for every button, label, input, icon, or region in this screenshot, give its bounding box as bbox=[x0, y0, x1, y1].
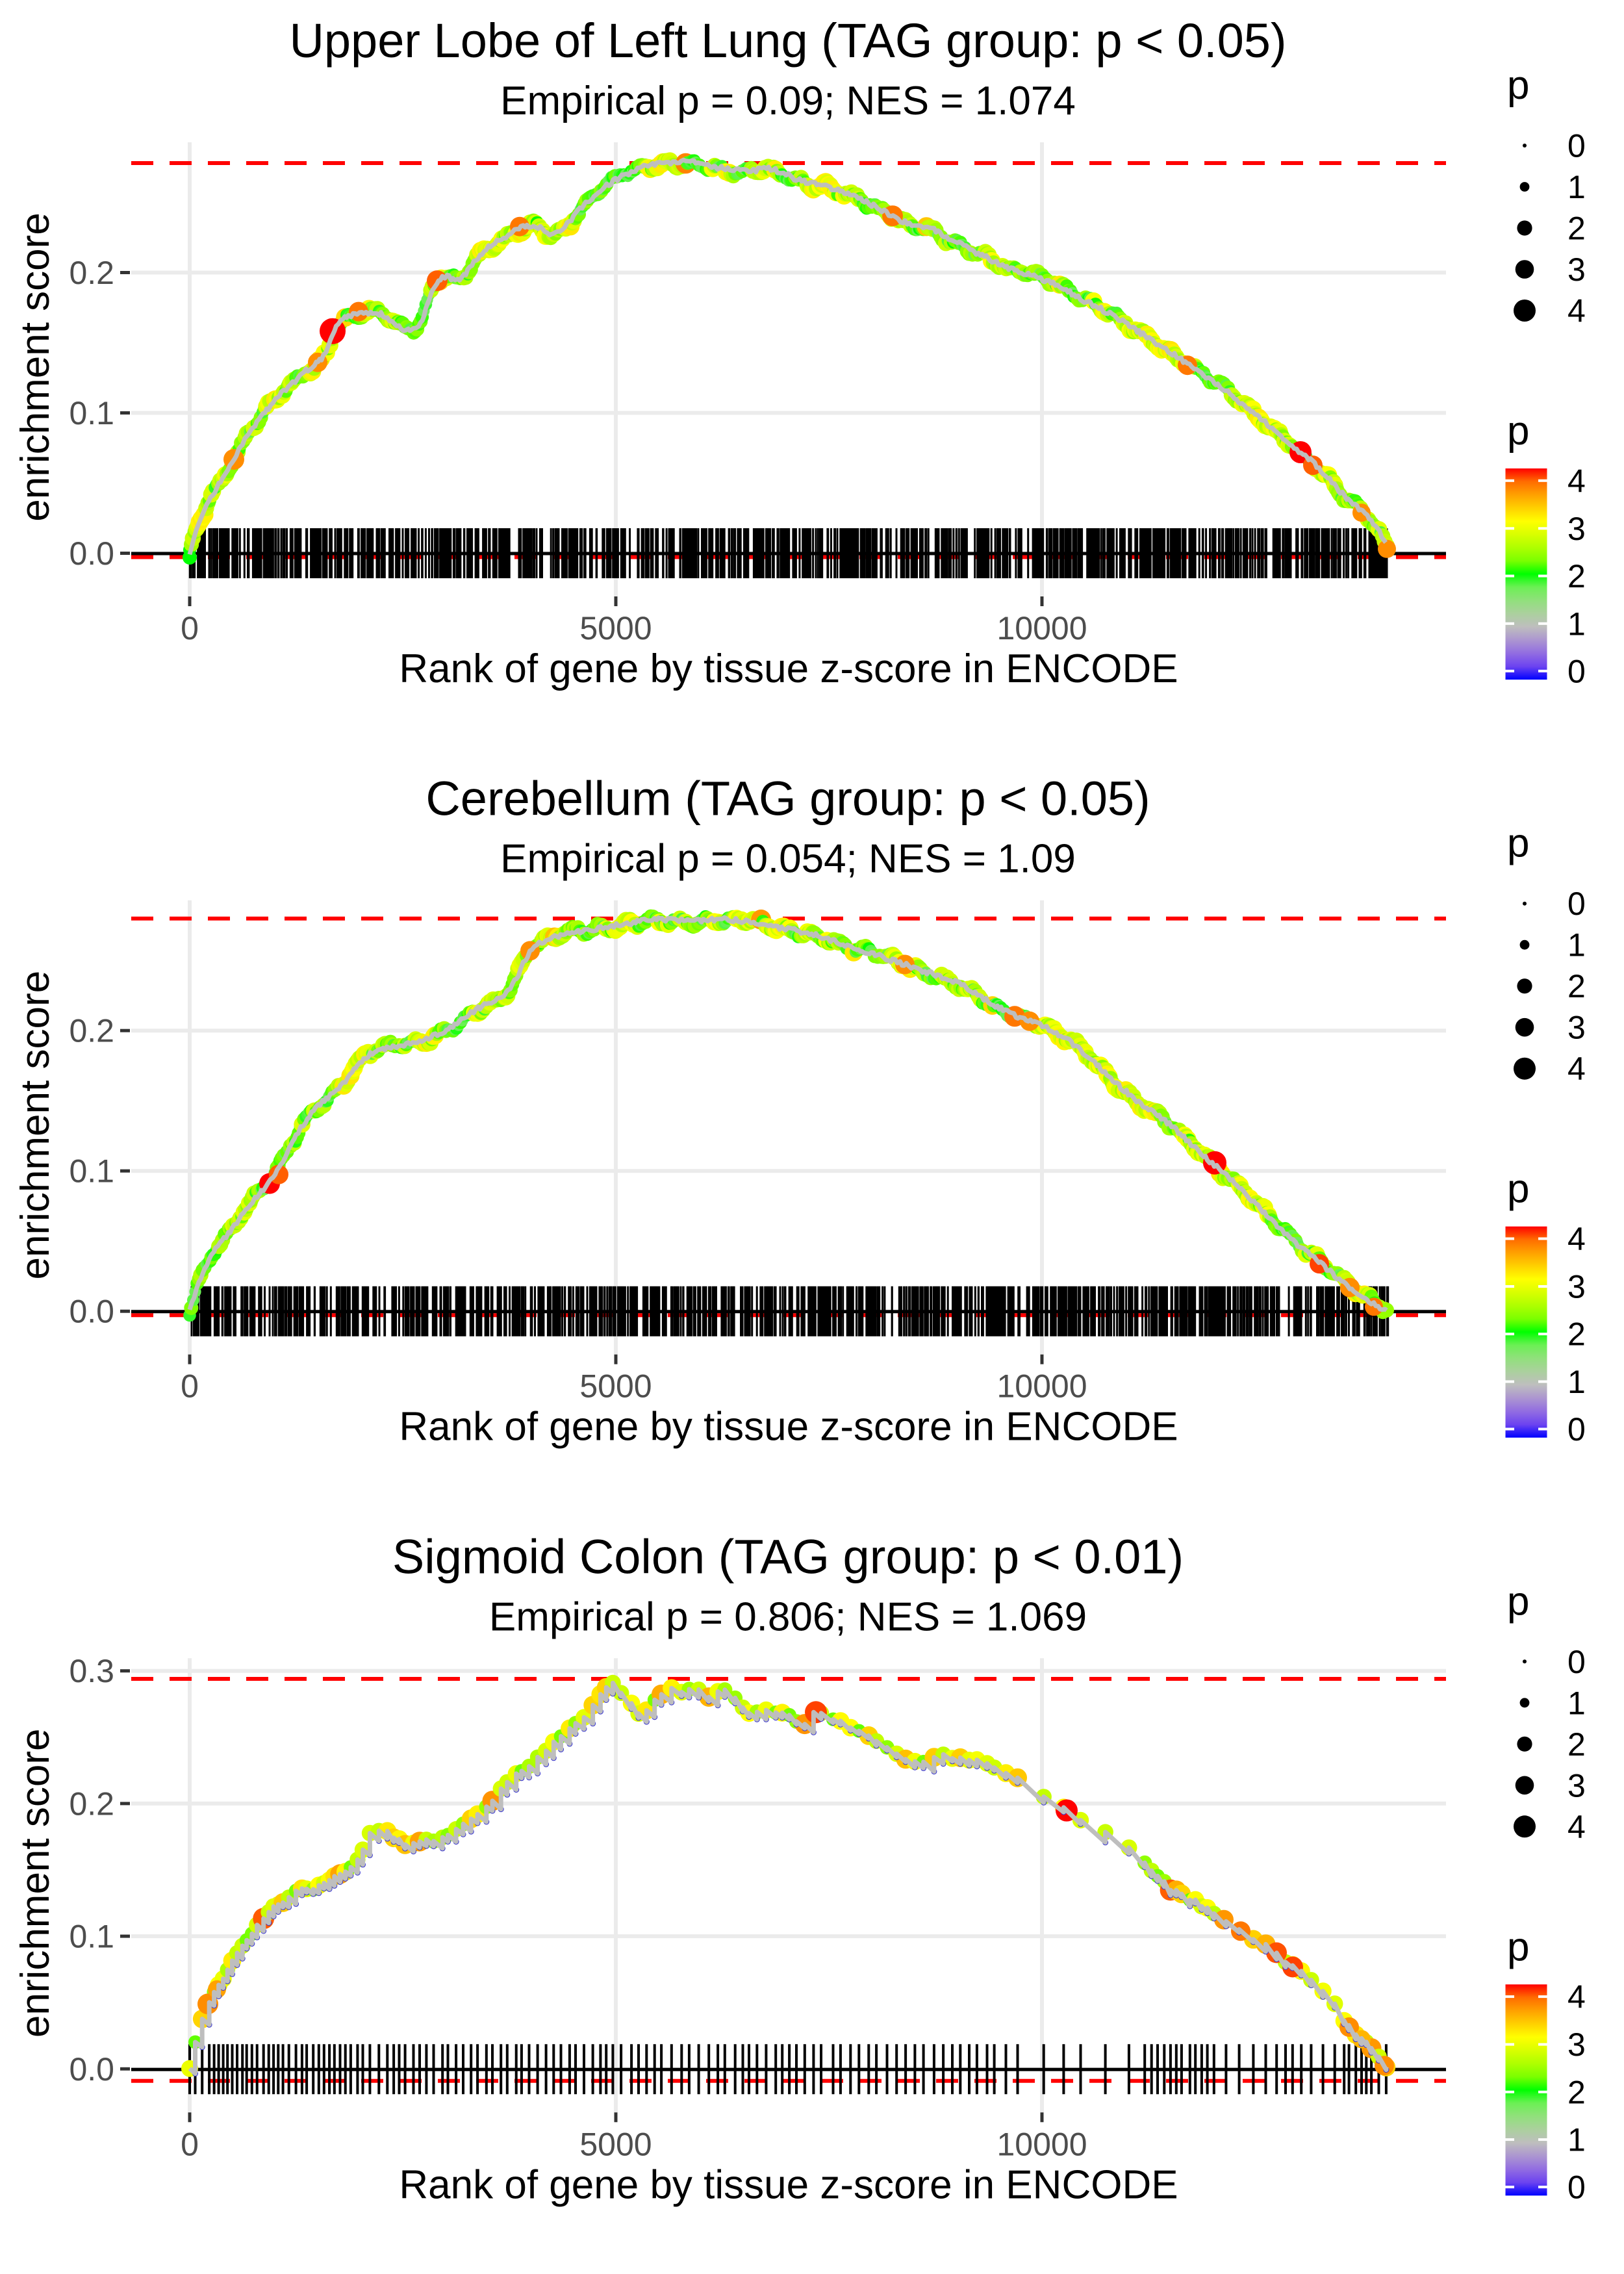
svg-text:0.2: 0.2 bbox=[69, 255, 114, 291]
svg-text:0: 0 bbox=[1567, 128, 1586, 164]
svg-text:2: 2 bbox=[1567, 1726, 1586, 1763]
svg-text:4: 4 bbox=[1567, 1221, 1586, 1257]
svg-text:Rank of gene by tissue z-score: Rank of gene by tissue z-score in ENCODE bbox=[399, 2162, 1178, 2207]
svg-text:p: p bbox=[1507, 1167, 1529, 1212]
svg-text:4: 4 bbox=[1567, 1051, 1586, 1087]
svg-text:Cerebellum (TAG group: p < 0.0: Cerebellum (TAG group: p < 0.05) bbox=[425, 772, 1150, 826]
svg-text:0: 0 bbox=[181, 1368, 199, 1405]
svg-text:0: 0 bbox=[181, 610, 199, 646]
svg-text:0.1: 0.1 bbox=[69, 1153, 114, 1190]
svg-text:4: 4 bbox=[1567, 463, 1586, 499]
svg-text:1: 1 bbox=[1567, 1364, 1586, 1400]
svg-text:0.1: 0.1 bbox=[69, 395, 114, 431]
svg-text:10000: 10000 bbox=[996, 1368, 1087, 1405]
svg-text:2: 2 bbox=[1567, 2074, 1586, 2110]
svg-text:4: 4 bbox=[1567, 1979, 1586, 2015]
svg-text:0: 0 bbox=[1567, 1644, 1586, 1680]
svg-text:3: 3 bbox=[1567, 511, 1586, 547]
svg-text:Empirical p = 0.054; NES = 1.0: Empirical p = 0.054; NES = 1.09 bbox=[500, 837, 1076, 882]
svg-text:0: 0 bbox=[1567, 653, 1586, 689]
svg-text:4: 4 bbox=[1567, 1809, 1586, 1845]
svg-text:3: 3 bbox=[1567, 1269, 1586, 1305]
svg-text:0: 0 bbox=[1567, 886, 1586, 922]
svg-text:3: 3 bbox=[1567, 1010, 1586, 1046]
svg-text:Rank of gene by tissue z-score: Rank of gene by tissue z-score in ENCODE bbox=[399, 1405, 1178, 1450]
svg-text:2: 2 bbox=[1567, 968, 1586, 1004]
svg-text:p: p bbox=[1507, 821, 1529, 866]
svg-text:2: 2 bbox=[1567, 1316, 1586, 1353]
svg-text:1: 1 bbox=[1567, 606, 1586, 642]
svg-text:p: p bbox=[1507, 63, 1529, 108]
svg-text:enrichment score: enrichment score bbox=[13, 212, 58, 522]
svg-text:10000: 10000 bbox=[996, 610, 1087, 646]
svg-text:0.1: 0.1 bbox=[69, 1919, 114, 1955]
svg-text:enrichment score: enrichment score bbox=[13, 971, 58, 1280]
svg-text:0: 0 bbox=[1567, 2169, 1586, 2206]
svg-text:Empirical p = 0.806; NES = 1.0: Empirical p = 0.806; NES = 1.069 bbox=[489, 1594, 1087, 1639]
svg-text:3: 3 bbox=[1567, 251, 1586, 288]
svg-text:4: 4 bbox=[1567, 293, 1586, 329]
svg-text:5000: 5000 bbox=[579, 1368, 652, 1405]
svg-text:3: 3 bbox=[1567, 2026, 1586, 2063]
svg-text:2: 2 bbox=[1567, 211, 1586, 247]
svg-text:1: 1 bbox=[1567, 1685, 1586, 1721]
svg-text:1: 1 bbox=[1567, 2122, 1586, 2158]
svg-text:1: 1 bbox=[1567, 927, 1586, 964]
svg-text:p: p bbox=[1507, 409, 1529, 454]
svg-text:Sigmoid Colon (TAG group: p <: Sigmoid Colon (TAG group: p < 0.01) bbox=[392, 1529, 1184, 1583]
svg-text:Rank of gene by tissue z-score: Rank of gene by tissue z-score in ENCODE bbox=[399, 646, 1178, 691]
svg-text:5000: 5000 bbox=[579, 610, 652, 646]
svg-text:0.2: 0.2 bbox=[69, 1785, 114, 1822]
svg-text:0.0: 0.0 bbox=[69, 535, 114, 572]
svg-text:10000: 10000 bbox=[996, 2126, 1087, 2162]
svg-text:0.2: 0.2 bbox=[69, 1013, 114, 1049]
svg-text:p: p bbox=[1507, 1924, 1529, 1969]
svg-text:0: 0 bbox=[181, 2126, 199, 2162]
svg-text:0.3: 0.3 bbox=[69, 1653, 114, 1689]
svg-text:Empirical p = 0.09; NES = 1.07: Empirical p = 0.09; NES = 1.074 bbox=[500, 79, 1076, 123]
svg-text:Upper Lobe of Left Lung (TAG g: Upper Lobe of Left Lung (TAG group: p < … bbox=[289, 14, 1286, 68]
svg-text:1: 1 bbox=[1567, 169, 1586, 205]
svg-text:2: 2 bbox=[1567, 558, 1586, 594]
svg-text:5000: 5000 bbox=[579, 2126, 652, 2162]
svg-text:0: 0 bbox=[1567, 1411, 1586, 1448]
svg-text:3: 3 bbox=[1567, 1767, 1586, 1804]
svg-text:0.0: 0.0 bbox=[69, 1294, 114, 1330]
svg-text:enrichment score: enrichment score bbox=[13, 1729, 58, 2038]
svg-text:0.0: 0.0 bbox=[69, 2051, 114, 2088]
svg-text:p: p bbox=[1507, 1579, 1529, 1624]
